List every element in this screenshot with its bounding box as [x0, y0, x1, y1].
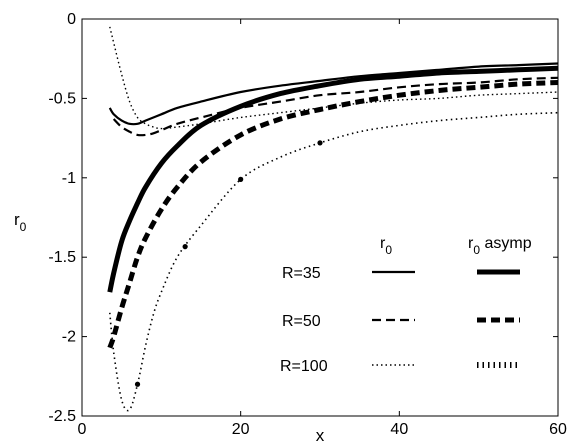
- series-line-asymp_R100: [109, 111, 558, 412]
- y-tick-label: -1: [62, 170, 76, 187]
- y-axis-label: r0: [14, 210, 27, 234]
- legend-col2-header: r0 asymp: [468, 235, 532, 257]
- plot-frame: [81, 18, 559, 417]
- x-tick-label: 40: [390, 421, 408, 438]
- legend-label-r100: R=100: [280, 358, 328, 375]
- legend-col1-header-main: r: [380, 235, 386, 252]
- series-line-asymp_R50: [107, 80, 558, 349]
- x-axis-label: x: [316, 426, 325, 444]
- series-marker-asymp_R100: [317, 140, 323, 146]
- series-line-r0_R100: [109, 26, 558, 130]
- x-tick-label: 60: [549, 421, 567, 438]
- y-tick-label: -2.5: [48, 408, 76, 425]
- y-tick-label: -1.5: [48, 249, 76, 266]
- y-tick-label: -2: [62, 329, 76, 346]
- legend-col1-header: r0: [380, 235, 392, 257]
- x-tick-label: 0: [78, 421, 87, 438]
- series-marker-asymp_R100: [238, 176, 244, 182]
- legend-label-r35: R=35: [282, 265, 321, 282]
- legend-col1-header-sub: 0: [385, 243, 392, 257]
- legend-col2-header-sub: 0: [473, 243, 480, 257]
- legend-label-r50: R=50: [282, 313, 321, 330]
- y-axis-label-sub: 0: [20, 220, 27, 234]
- series-marker-asymp_R100: [134, 381, 141, 387]
- data-curves: [107, 26, 558, 412]
- legend-col2-header-suffix: asymp: [480, 235, 532, 252]
- axis-ticks: 0 20 40 60 0 -0.5 -1 -1.5 -2 -2.5: [48, 11, 567, 438]
- y-tick-label: -0.5: [48, 90, 76, 107]
- y-tick-label: 0: [67, 11, 76, 28]
- series-marker-asymp_R100: [182, 244, 188, 250]
- series-line-r0_R35: [108, 62, 558, 126]
- x-tick-label: 20: [232, 421, 250, 438]
- series-line-asymp_R35: [107, 65, 558, 293]
- y-axis-label-main: r: [14, 210, 20, 229]
- legend: r0 r0 asymp R=35 R=50 R=100: [280, 235, 532, 375]
- legend-col2-header-main: r: [468, 235, 474, 252]
